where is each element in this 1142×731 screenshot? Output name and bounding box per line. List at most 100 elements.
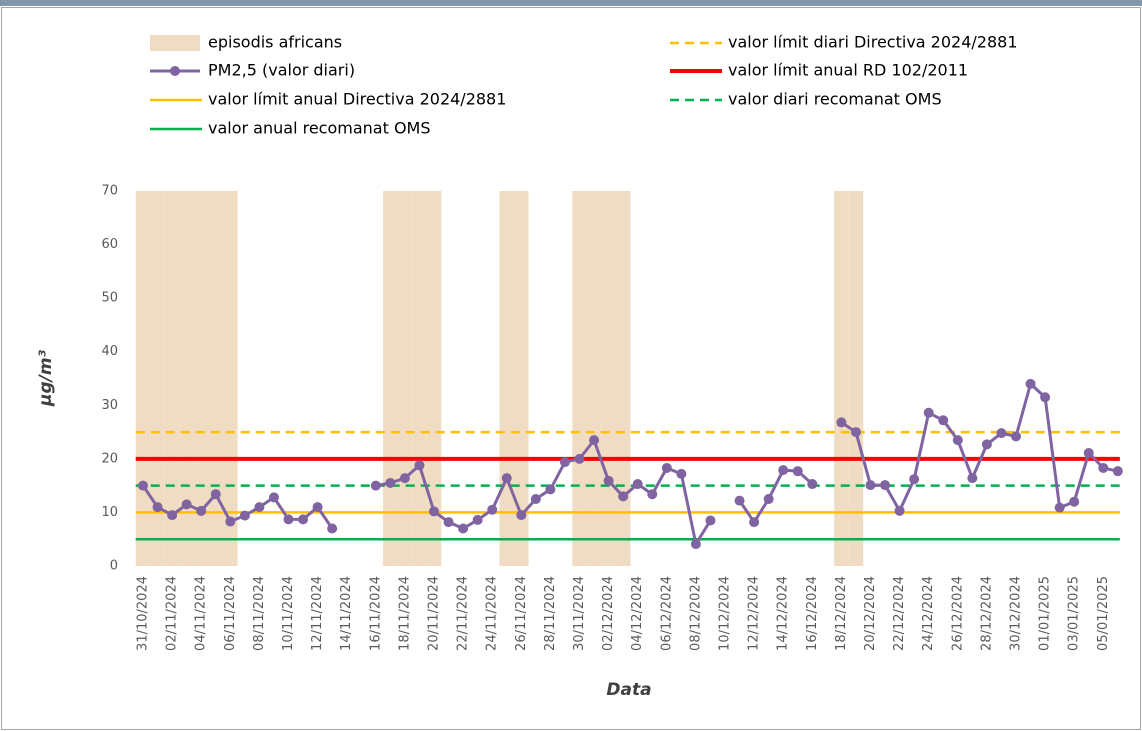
- episode-bar: [208, 191, 224, 566]
- x-tick-label: 06/11/2024: [223, 576, 238, 651]
- data-point: [952, 435, 963, 446]
- data-point: [705, 515, 716, 526]
- data-point: [516, 510, 527, 521]
- data-point: [225, 516, 236, 527]
- x-tick-label: 22/12/2024: [892, 576, 907, 651]
- x-tick-label: 26/12/2024: [950, 576, 965, 651]
- data-point: [778, 465, 789, 476]
- data-point: [545, 484, 556, 495]
- data-point: [1069, 496, 1080, 507]
- episode-bar: [150, 191, 165, 566]
- x-tick-label: 08/12/2024: [688, 576, 703, 651]
- episode-bar: [223, 191, 238, 566]
- data-point: [1098, 462, 1109, 473]
- legend-label: valor diari recomanat OMS: [728, 90, 942, 109]
- data-point: [763, 494, 774, 505]
- x-tick-label: 14/12/2024: [776, 576, 791, 651]
- data-point: [850, 427, 861, 438]
- data-point: [472, 514, 483, 525]
- data-point: [312, 502, 323, 513]
- x-tick-label: 20/12/2024: [863, 576, 878, 651]
- episode-bar: [499, 191, 515, 566]
- y-axis-label: µg/m³: [36, 349, 56, 407]
- legend-swatch: [150, 35, 200, 51]
- data-point: [152, 502, 163, 513]
- x-tick-label: 10/11/2024: [281, 576, 296, 651]
- episode-bar: [397, 191, 413, 566]
- data-point: [443, 517, 454, 528]
- x-tick-label: 01/01/2025: [1038, 576, 1053, 651]
- episode-bar: [426, 191, 442, 566]
- data-point: [1112, 466, 1123, 477]
- data-point: [429, 506, 439, 517]
- data-point: [574, 453, 585, 464]
- data-point: [603, 475, 614, 486]
- data-point: [181, 499, 192, 510]
- episode-bar: [615, 191, 631, 566]
- data-point: [254, 502, 265, 513]
- episode-bar: [848, 191, 864, 566]
- data-point: [734, 495, 745, 506]
- episode-bar: [572, 191, 587, 566]
- x-tick-label: 02/12/2024: [601, 576, 616, 651]
- data-point: [283, 514, 294, 525]
- data-point: [530, 494, 541, 505]
- data-point: [618, 491, 629, 502]
- data-point: [385, 477, 396, 488]
- data-point: [239, 510, 250, 521]
- data-point: [589, 435, 600, 446]
- data-point: [1040, 392, 1051, 403]
- x-tick-label: 30/11/2024: [572, 576, 587, 651]
- y-tick-label: 60: [101, 237, 118, 252]
- x-tick-label: 03/01/2025: [1067, 576, 1082, 651]
- data-point: [749, 517, 760, 528]
- series-line: [141, 382, 1119, 546]
- x-tick-label: 28/11/2024: [543, 576, 558, 651]
- data-point: [501, 473, 512, 484]
- x-tick-label: 02/11/2024: [165, 576, 180, 651]
- x-tick-label: 12/12/2024: [747, 576, 762, 651]
- x-tick-label: 06/12/2024: [659, 576, 674, 651]
- episode-bar: [164, 191, 180, 566]
- data-point: [880, 480, 891, 491]
- data-point: [836, 417, 847, 428]
- x-axis-label: Data: [606, 680, 651, 700]
- episode-bar: [586, 191, 602, 566]
- data-point: [210, 489, 221, 500]
- episode-bar: [383, 191, 398, 566]
- x-tick-label: 30/12/2024: [1009, 576, 1024, 651]
- data-point: [487, 504, 498, 515]
- data-point: [167, 510, 178, 521]
- x-tick-label: 22/11/2024: [456, 576, 471, 651]
- legend-label: valor límit anual Directiva 2024/2881: [208, 90, 506, 109]
- episode-bar: [193, 191, 209, 566]
- x-tick-label: 05/01/2025: [1096, 576, 1111, 651]
- legend-label: PM2,5 (valor diari): [208, 61, 355, 80]
- data-point: [1054, 502, 1065, 513]
- data-point: [894, 505, 905, 516]
- y-tick-label: 0: [110, 559, 118, 574]
- data-point: [690, 539, 701, 550]
- x-tick-label: 10/12/2024: [718, 576, 733, 651]
- data-point: [399, 473, 410, 484]
- x-tick-label: 12/11/2024: [310, 576, 325, 651]
- data-point: [981, 439, 992, 450]
- y-tick-label: 40: [101, 344, 118, 359]
- data-point: [1083, 447, 1094, 458]
- data-point: [967, 473, 978, 484]
- x-tick-label: 31/10/2024: [136, 576, 151, 651]
- legend-label: episodis africans: [208, 33, 342, 52]
- episode-bar: [412, 191, 427, 566]
- episode-bar: [514, 191, 529, 566]
- data-point: [1011, 431, 1021, 442]
- x-tick-label: 14/11/2024: [339, 576, 354, 651]
- legend-label: valor límit anual RD 102/2011: [728, 61, 968, 80]
- data-point: [792, 466, 803, 477]
- x-tick-label: 18/12/2024: [834, 576, 849, 651]
- x-tick-label: 16/11/2024: [368, 576, 383, 651]
- episode-bar: [135, 191, 151, 566]
- x-tick-label: 28/12/2024: [979, 576, 994, 651]
- y-tick-label: 70: [101, 184, 118, 199]
- frame: [1, 7, 1141, 730]
- y-tick-label: 50: [101, 291, 118, 306]
